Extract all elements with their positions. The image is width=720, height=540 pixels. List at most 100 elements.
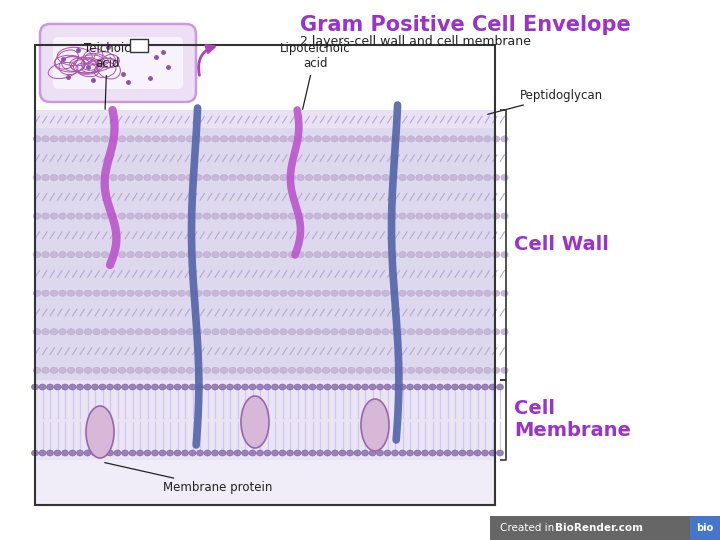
Ellipse shape — [294, 450, 301, 456]
Ellipse shape — [189, 384, 196, 390]
Ellipse shape — [135, 174, 143, 180]
Ellipse shape — [152, 136, 160, 142]
Ellipse shape — [441, 136, 449, 142]
Ellipse shape — [61, 450, 68, 456]
Ellipse shape — [159, 384, 166, 390]
Text: Membrane protein: Membrane protein — [104, 463, 272, 495]
Ellipse shape — [102, 213, 109, 219]
Ellipse shape — [129, 450, 136, 456]
Ellipse shape — [361, 384, 369, 390]
Ellipse shape — [241, 384, 248, 390]
Ellipse shape — [189, 450, 196, 456]
Ellipse shape — [484, 174, 491, 180]
Ellipse shape — [174, 384, 181, 390]
Ellipse shape — [93, 136, 100, 142]
Ellipse shape — [348, 174, 355, 180]
Ellipse shape — [356, 213, 364, 219]
Ellipse shape — [467, 290, 474, 296]
Ellipse shape — [194, 213, 202, 219]
Ellipse shape — [203, 252, 211, 258]
Ellipse shape — [144, 213, 151, 219]
Ellipse shape — [178, 367, 185, 374]
Ellipse shape — [84, 136, 91, 142]
Ellipse shape — [93, 290, 100, 296]
Ellipse shape — [76, 136, 84, 142]
Ellipse shape — [229, 213, 236, 219]
Text: Peptidoglycan: Peptidoglycan — [487, 89, 603, 114]
Ellipse shape — [67, 329, 75, 335]
Ellipse shape — [356, 367, 364, 374]
Ellipse shape — [254, 367, 262, 374]
Ellipse shape — [492, 252, 500, 258]
Ellipse shape — [314, 290, 321, 296]
Ellipse shape — [144, 290, 151, 296]
Ellipse shape — [280, 136, 287, 142]
Ellipse shape — [482, 450, 488, 456]
Ellipse shape — [238, 136, 245, 142]
Ellipse shape — [356, 329, 364, 335]
Ellipse shape — [169, 290, 176, 296]
Ellipse shape — [42, 213, 49, 219]
Ellipse shape — [118, 329, 126, 335]
Ellipse shape — [76, 384, 84, 390]
Ellipse shape — [76, 213, 84, 219]
Ellipse shape — [390, 174, 397, 180]
Ellipse shape — [482, 384, 488, 390]
Ellipse shape — [451, 384, 459, 390]
Ellipse shape — [178, 136, 185, 142]
Ellipse shape — [254, 174, 262, 180]
Ellipse shape — [348, 329, 355, 335]
Ellipse shape — [118, 367, 126, 374]
Ellipse shape — [305, 329, 312, 335]
Ellipse shape — [220, 252, 228, 258]
Ellipse shape — [220, 213, 228, 219]
Ellipse shape — [433, 367, 440, 374]
Ellipse shape — [384, 450, 391, 456]
Ellipse shape — [203, 174, 211, 180]
Ellipse shape — [152, 213, 160, 219]
Ellipse shape — [93, 329, 100, 335]
Ellipse shape — [84, 290, 91, 296]
Ellipse shape — [297, 367, 305, 374]
Ellipse shape — [424, 329, 432, 335]
Ellipse shape — [305, 174, 312, 180]
Ellipse shape — [415, 329, 423, 335]
Ellipse shape — [414, 384, 421, 390]
Ellipse shape — [500, 367, 508, 374]
Ellipse shape — [152, 252, 160, 258]
Ellipse shape — [314, 329, 321, 335]
Ellipse shape — [346, 384, 354, 390]
Ellipse shape — [458, 329, 466, 335]
Ellipse shape — [433, 329, 440, 335]
Ellipse shape — [356, 174, 364, 180]
Ellipse shape — [169, 136, 176, 142]
Ellipse shape — [441, 213, 449, 219]
Ellipse shape — [256, 384, 264, 390]
Ellipse shape — [59, 252, 66, 258]
Ellipse shape — [361, 450, 369, 456]
Ellipse shape — [135, 213, 143, 219]
Ellipse shape — [33, 329, 41, 335]
Ellipse shape — [161, 290, 168, 296]
Ellipse shape — [399, 450, 406, 456]
Ellipse shape — [109, 367, 117, 374]
Ellipse shape — [323, 290, 330, 296]
Ellipse shape — [424, 252, 432, 258]
Ellipse shape — [450, 329, 457, 335]
Ellipse shape — [135, 252, 143, 258]
Ellipse shape — [186, 174, 194, 180]
Ellipse shape — [441, 367, 449, 374]
Ellipse shape — [249, 450, 256, 456]
Ellipse shape — [408, 174, 415, 180]
Ellipse shape — [500, 290, 508, 296]
Ellipse shape — [203, 290, 211, 296]
Ellipse shape — [339, 329, 347, 335]
Ellipse shape — [144, 367, 151, 374]
Ellipse shape — [93, 174, 100, 180]
Ellipse shape — [429, 384, 436, 390]
Ellipse shape — [384, 384, 391, 390]
Ellipse shape — [279, 450, 286, 456]
Ellipse shape — [348, 367, 355, 374]
Ellipse shape — [194, 367, 202, 374]
Ellipse shape — [118, 252, 126, 258]
